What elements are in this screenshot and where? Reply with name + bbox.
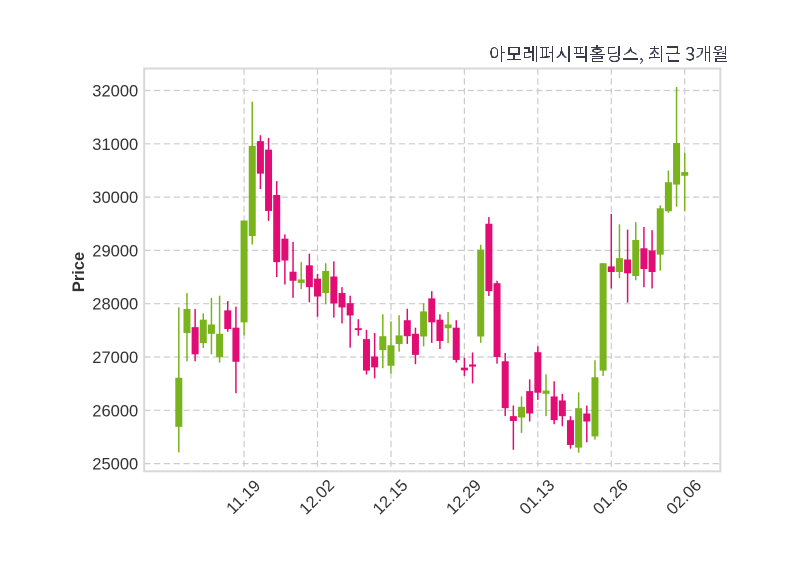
svg-text:28000: 28000	[92, 296, 138, 314]
svg-text:26000: 26000	[92, 402, 138, 420]
svg-text:32000: 32000	[92, 83, 138, 101]
svg-text:27000: 27000	[92, 349, 138, 367]
svg-text:31000: 31000	[92, 136, 138, 154]
svg-text:29000: 29000	[92, 242, 138, 260]
svg-text:25000: 25000	[92, 456, 138, 474]
svg-text:Price: Price	[70, 252, 88, 292]
svg-text:30000: 30000	[92, 189, 138, 207]
